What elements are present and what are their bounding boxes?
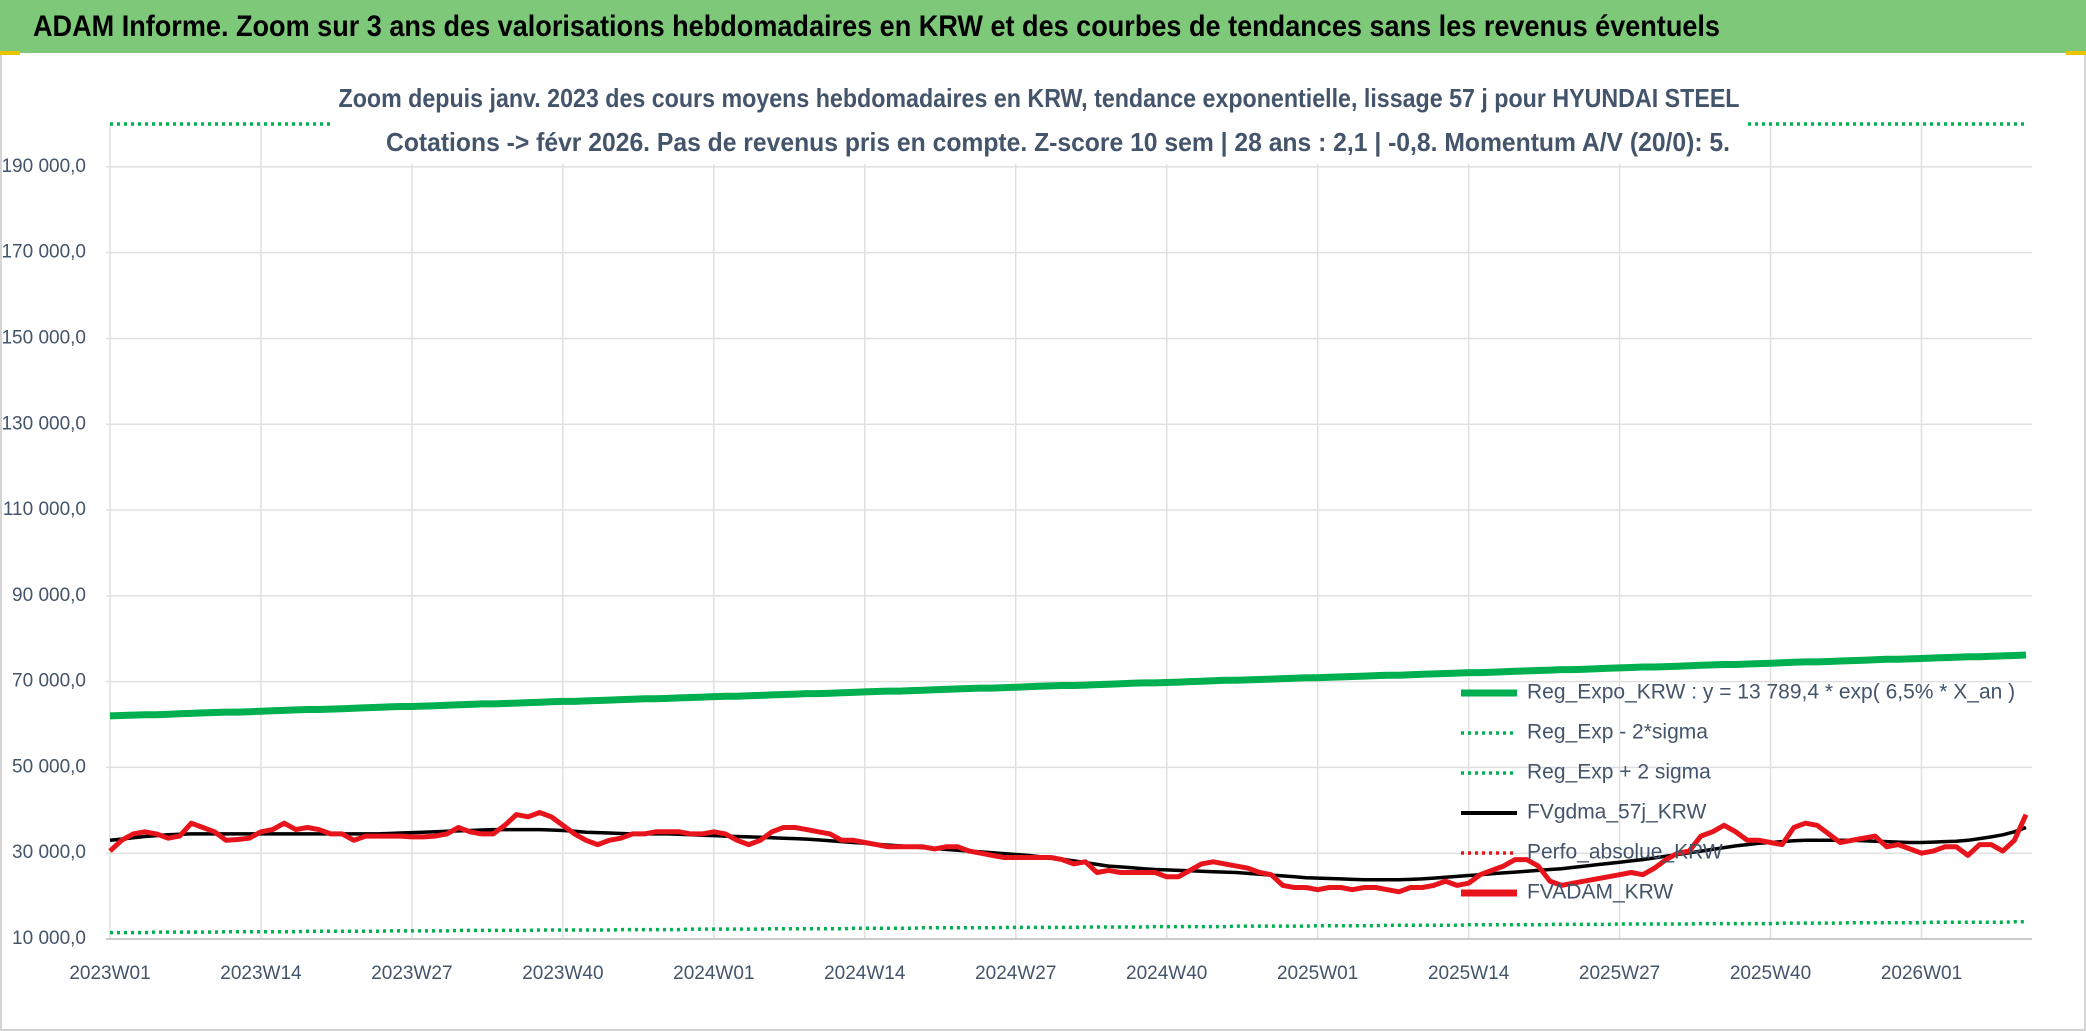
x-tick-label: 2024W27 (975, 963, 1056, 984)
chart-title: ADAM Informe. Zoom sur 3 ans des valoris… (33, 10, 1720, 43)
legend-label: Perfo_absolue_KRW (1527, 841, 1723, 864)
x-tick-label: 2025W40 (1730, 963, 1811, 984)
y-tick-label: 170 000,0 (1, 242, 86, 263)
subtitle-box (333, 80, 1746, 164)
series-line (110, 920, 2026, 935)
subtitle: Cotations -> févr 2026. Pas de revenus p… (386, 127, 1730, 157)
x-tick-label: 2026W01 (1881, 963, 1962, 984)
subtitle: Zoom depuis janv. 2023 des cours moyens … (339, 83, 1740, 113)
x-tick-label: 2023W01 (69, 963, 150, 984)
legend-label: Reg_Exp - 2*sigma (1527, 721, 1708, 744)
x-tick-label: 2024W01 (673, 963, 754, 984)
x-tick-label: 2023W40 (522, 963, 603, 984)
x-tick-label: 2025W27 (1579, 963, 1660, 984)
y-tick-label: 90 000,0 (12, 585, 86, 606)
y-tick-label: 150 000,0 (1, 327, 86, 348)
x-tick-label: 2024W40 (1126, 963, 1207, 984)
x-tick-label: 2024W14 (824, 963, 906, 984)
corner-mark (0, 51, 20, 55)
y-tick-label: 110 000,0 (3, 499, 86, 520)
y-tick-label: 50 000,0 (12, 756, 86, 777)
y-tick-label: 70 000,0 (12, 671, 86, 692)
series-line (109, 651, 2027, 720)
legend-label: Reg_Exp + 2 sigma (1527, 761, 1711, 784)
x-tick-label: 2025W01 (1277, 963, 1358, 984)
series-line (108, 810, 2029, 895)
x-tick-label: 2023W27 (371, 963, 452, 984)
y-tick-label: 10 000,0 (12, 928, 86, 949)
legend: Reg_Expo_KRW : y = 13 789,4 * exp( 6,5% … (1461, 681, 2015, 904)
legend-label: FVADAM_KRW (1527, 881, 1673, 904)
y-tick-label: 30 000,0 (12, 842, 86, 863)
corner-mark (2066, 51, 2086, 55)
legend-label: FVgdma_57j_KRW (1527, 801, 1707, 824)
header-bar (0, 0, 2086, 53)
y-tick-label: 190 000,0 (1, 156, 86, 177)
legend-label: Reg_Expo_KRW : y = 13 789,4 * exp( 6,5% … (1527, 681, 2015, 704)
x-tick-label: 2023W14 (220, 963, 302, 984)
y-tick-label: 130 000,0 (1, 413, 86, 434)
x-tick-label: 2025W14 (1428, 963, 1510, 984)
